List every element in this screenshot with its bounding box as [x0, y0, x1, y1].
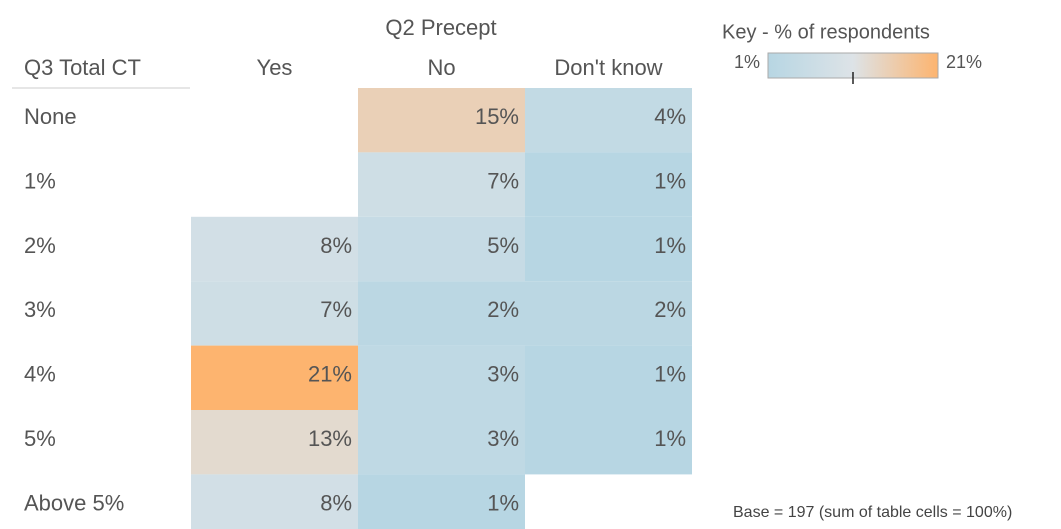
cell-label: 3%	[487, 426, 519, 451]
column-header: Yes	[257, 55, 293, 80]
cell	[358, 88, 525, 153]
cell	[191, 410, 358, 475]
column-header: Don't know	[554, 55, 662, 80]
row-header-title: Q3 Total CT	[24, 55, 141, 80]
cell-label: 7%	[487, 168, 519, 193]
column-header: No	[427, 55, 455, 80]
cell-label: 1%	[654, 362, 686, 387]
cell-label: 21%	[308, 362, 352, 387]
row-label: 5%	[24, 426, 56, 451]
cell	[358, 281, 525, 346]
cell	[358, 345, 525, 410]
cell	[358, 474, 525, 529]
cell-label: 1%	[487, 490, 519, 515]
cell-label: 1%	[654, 168, 686, 193]
cell-label: 13%	[308, 426, 352, 451]
cell	[191, 345, 358, 410]
cell	[358, 216, 525, 282]
cell	[525, 345, 692, 410]
cell	[358, 410, 525, 475]
row-label: 4%	[24, 362, 56, 387]
row-label: 2%	[24, 233, 56, 258]
cell-label: 5%	[487, 233, 519, 258]
legend-title: Key - % of respondents	[722, 21, 930, 43]
cell	[358, 152, 525, 217]
cell-label: 15%	[475, 104, 519, 129]
legend-min: 1%	[734, 52, 760, 72]
row-label: Above 5%	[24, 490, 124, 515]
row-label: 1%	[24, 168, 56, 193]
cell	[525, 216, 692, 282]
cell-label: 8%	[320, 233, 352, 258]
cell	[191, 216, 358, 282]
cell	[525, 410, 692, 475]
cell-label: 8%	[320, 490, 352, 515]
row-label: 3%	[24, 297, 56, 322]
cell-label: 2%	[654, 297, 686, 322]
cell	[191, 281, 358, 346]
cell	[525, 281, 692, 346]
cell-label: 1%	[654, 426, 686, 451]
column-header-title: Q2 Precept	[385, 15, 496, 40]
cell	[191, 474, 358, 529]
legend-max: 21%	[946, 52, 982, 72]
note: Base = 197 (sum of table cells = 100%)	[733, 504, 1012, 521]
cell-label: 1%	[654, 233, 686, 258]
cell-label: 3%	[487, 362, 519, 387]
cell-label: 4%	[654, 104, 686, 129]
row-label: None	[24, 104, 77, 129]
cell-label: 2%	[487, 297, 519, 322]
cell	[525, 152, 692, 217]
cell	[525, 88, 692, 153]
cell-label: 7%	[320, 297, 352, 322]
